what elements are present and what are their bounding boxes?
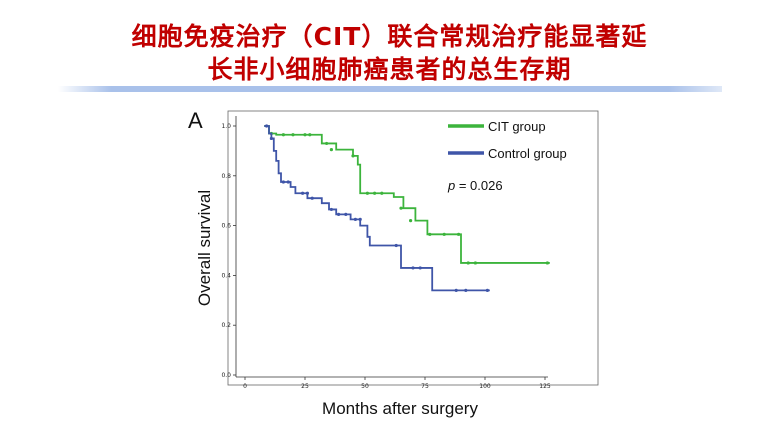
- x-axis-label: Months after surgery: [322, 399, 478, 418]
- censor-mark: [454, 288, 458, 292]
- censor-mark: [308, 133, 312, 137]
- censor-mark: [545, 261, 550, 265]
- censor-mark: [442, 232, 446, 236]
- censor-mark: [485, 288, 489, 292]
- x-tick-label: 75: [421, 383, 429, 390]
- censor-mark: [344, 212, 348, 216]
- legend: CIT group Control group: [448, 119, 567, 161]
- censor-mark: [418, 266, 422, 270]
- axes: [235, 116, 548, 378]
- censor-mark: [301, 191, 305, 195]
- censor-mark: [394, 243, 398, 248]
- survival-curve-control: [264, 125, 490, 292]
- censor-mark: [286, 180, 290, 184]
- x-tick-label: 100: [479, 383, 491, 390]
- censor-mark: [464, 288, 468, 292]
- censor-mark: [358, 217, 362, 221]
- censor-mark: [337, 212, 341, 216]
- y-tick-label: 0.6: [221, 223, 231, 230]
- censor-mark: [428, 232, 432, 236]
- censor-mark: [305, 191, 309, 195]
- censor-mark: [457, 232, 461, 236]
- censor-mark: [466, 261, 470, 265]
- censor-mark: [329, 207, 333, 212]
- legend-label-cit: CIT group: [488, 119, 546, 134]
- p-value-annotation: p = 0.026: [447, 178, 503, 193]
- plot-frame: [227, 110, 599, 386]
- y-tick-label: 0.0: [221, 372, 231, 379]
- censor-mark: [365, 191, 369, 195]
- censor-mark: [411, 266, 415, 270]
- slide-title-line-1: 细胞免疫治疗（CIT）联合常规治疗能显著延: [131, 22, 648, 51]
- censor-mark: [269, 136, 273, 141]
- y-axis-label: Overall survival: [195, 190, 214, 306]
- title-underline-bar: [58, 86, 722, 92]
- censor-mark: [353, 217, 357, 221]
- slide-title-line-2: 长非小细胞肺癌患者的总生存期: [207, 55, 572, 84]
- y-tick-label: 0.8: [221, 173, 231, 180]
- censor-mark: [373, 191, 377, 195]
- x-tick-label: 50: [361, 383, 369, 390]
- censor-mark: [310, 196, 314, 200]
- censor-mark: [325, 141, 329, 146]
- censor-mark: [409, 219, 413, 223]
- x-tick-label: 0: [243, 383, 247, 390]
- censor-mark: [329, 148, 333, 152]
- x-tick-label: 125: [539, 383, 551, 390]
- panel-label: A: [188, 108, 203, 133]
- y-tick-label: 0.2: [221, 322, 231, 329]
- censor-mark: [291, 133, 295, 137]
- censor-mark: [351, 154, 355, 158]
- censor-mark: [399, 206, 403, 210]
- censor-mark: [281, 180, 285, 184]
- x-tick-label: 25: [301, 383, 309, 390]
- y-tick-label: 1.0: [221, 123, 231, 130]
- censor-mark: [473, 261, 477, 265]
- y-tick-label: 0.4: [221, 272, 231, 279]
- censor-mark: [380, 191, 384, 195]
- censor-mark: [281, 133, 285, 137]
- legend-label-control: Control group: [488, 146, 567, 161]
- censor-mark: [265, 124, 269, 128]
- censor-mark: [303, 133, 307, 137]
